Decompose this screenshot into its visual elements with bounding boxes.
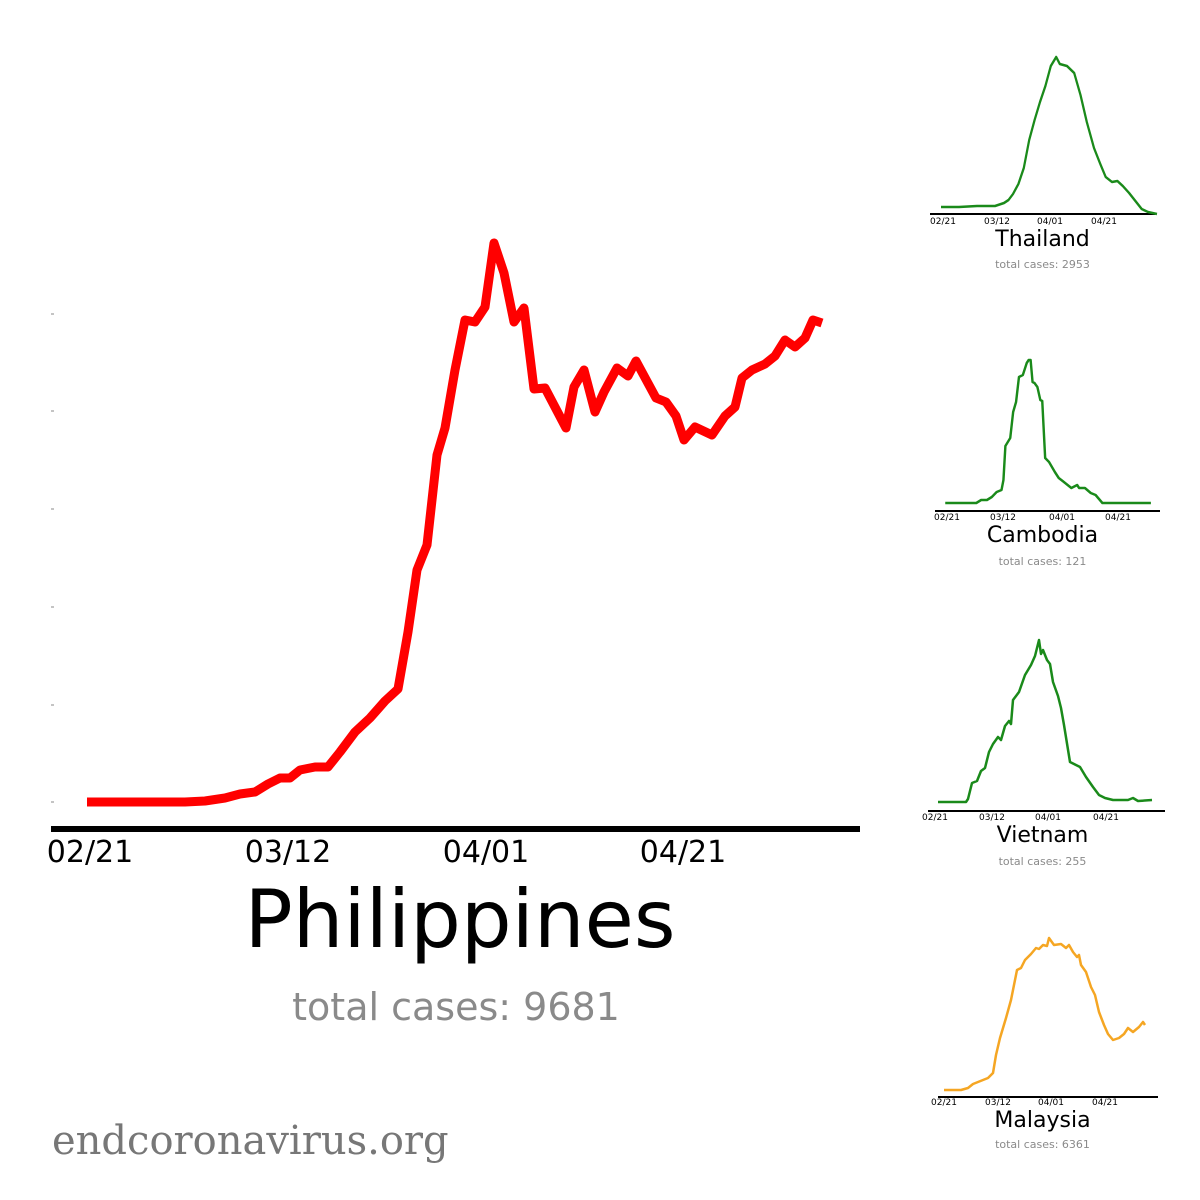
x-tick-label: 03/12 <box>979 813 1005 823</box>
watermark-link[interactable]: endcoronavirus.org <box>52 1118 449 1164</box>
x-tick-label: 04/01 <box>1037 217 1063 227</box>
mini-chart-malaysia: 02/21 03/12 04/01 04/21 Malaysia total c… <box>925 930 1170 1200</box>
x-tick-label: 02/21 <box>931 1098 957 1108</box>
mini-chart-title: Thailand <box>995 227 1090 252</box>
thailand-cases-line <box>941 55 1158 216</box>
main-line-plot <box>51 238 860 832</box>
x-tick-label: 04/01 <box>1049 513 1075 523</box>
mini-total-cases: total cases: 121 <box>998 555 1087 568</box>
malaysia-line-plot <box>938 936 1158 1098</box>
mini-chart-thailand: 02/21 03/12 04/01 04/21 Thailand total c… <box>925 40 1170 310</box>
mini-chart-cambodia: 02/21 03/12 04/01 04/21 Cambodia total c… <box>925 330 1170 600</box>
cambodia-cases-line <box>945 358 1151 505</box>
x-tick-label: 04/01 <box>1035 813 1061 823</box>
mini-chart-title: Cambodia <box>986 523 1099 548</box>
x-tick-label: 03/12 <box>985 1098 1011 1108</box>
x-tick-label: 04/01 <box>1038 1098 1064 1108</box>
malaysia-cases-line <box>944 936 1147 1092</box>
thailand-line-plot <box>930 55 1158 216</box>
x-tick-label: 02/21 <box>46 835 134 870</box>
cambodia-line-plot <box>935 358 1160 512</box>
x-tick-label: 02/21 <box>930 217 956 227</box>
x-tick-label: 03/12 <box>244 835 332 870</box>
x-tick-label: 02/21 <box>922 813 948 823</box>
mini-chart-title: Vietnam <box>996 823 1089 848</box>
x-tick-label: 04/21 <box>1093 813 1119 823</box>
x-tick-label: 04/21 <box>639 835 727 870</box>
total-cases-label: total cases: 9681 <box>292 985 620 1029</box>
philippines-cases-line <box>87 238 824 807</box>
mini-chart-title: Malaysia <box>994 1108 1091 1133</box>
x-tick-label: 03/12 <box>984 217 1010 227</box>
mini-total-cases: total cases: 255 <box>998 855 1087 868</box>
x-tick-label: 03/12 <box>990 513 1016 523</box>
x-tick-label: 02/21 <box>934 513 960 523</box>
y-tick-marks <box>51 313 54 803</box>
mini-total-cases: total cases: 2953 <box>995 258 1090 271</box>
chart-title: Philippines <box>244 873 676 966</box>
mini-chart-vietnam: 02/21 03/12 04/01 04/21 Vietnam total ca… <box>922 630 1170 900</box>
mini-total-cases: total cases: 6361 <box>995 1138 1090 1151</box>
x-tick-label: 04/21 <box>1091 217 1117 227</box>
x-tick-label: 04/21 <box>1105 513 1131 523</box>
vietnam-line-plot <box>928 638 1165 812</box>
vietnam-cases-line <box>938 638 1153 804</box>
x-tick-label: 04/01 <box>442 835 530 870</box>
main-chart-philippines: 02/21 03/12 04/01 04/21 Philippines tota… <box>46 238 860 1029</box>
x-tick-label: 04/21 <box>1092 1098 1118 1108</box>
